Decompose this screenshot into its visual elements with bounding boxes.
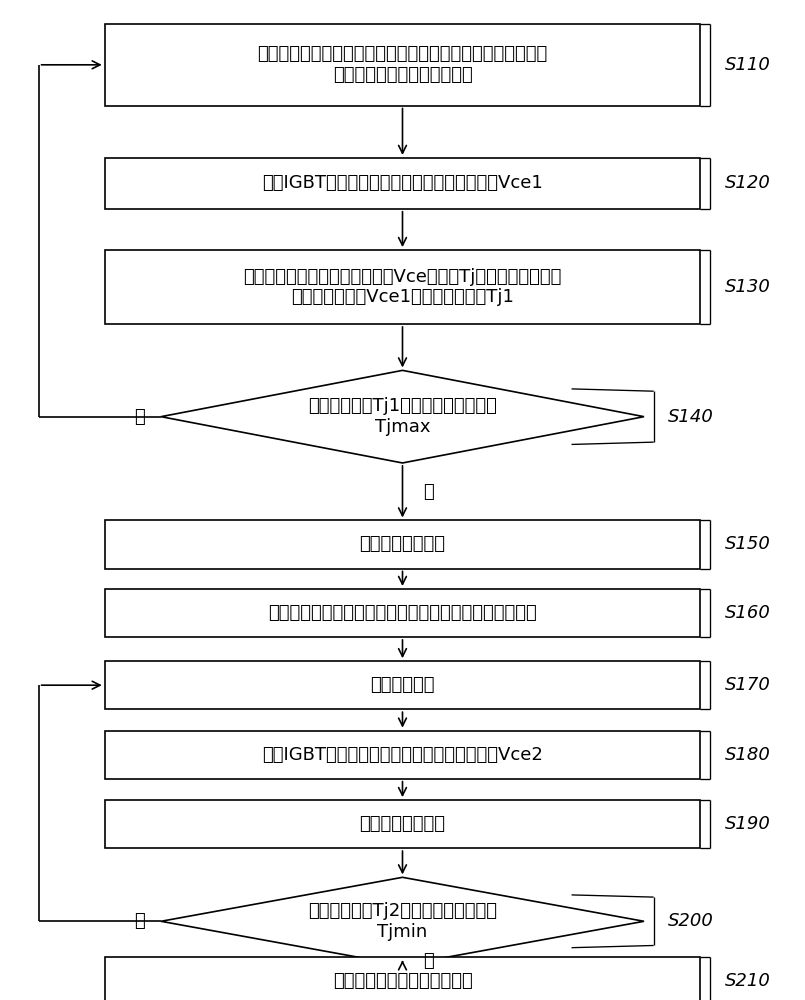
FancyBboxPatch shape [105, 158, 700, 209]
FancyBboxPatch shape [105, 250, 700, 324]
Text: 发出启动风机的信号，以及发出将风机的转速调大的信号: 发出启动风机的信号，以及发出将风机的转速调大的信号 [268, 604, 537, 622]
Text: S140: S140 [668, 408, 714, 426]
Text: S210: S210 [724, 972, 770, 990]
FancyBboxPatch shape [105, 520, 700, 569]
Polygon shape [161, 877, 644, 965]
Text: S150: S150 [724, 535, 770, 553]
Text: 采集IGBT的集电极与发射极间的第二电压信号Vce2: 采集IGBT的集电极与发射极间的第二电压信号Vce2 [262, 746, 543, 764]
Text: S160: S160 [724, 604, 770, 622]
Text: 同时输出加热电流和测试电流，其中，所述加热电流和所述测
试电流的导通形式为互补导通: 同时输出加热电流和测试电流，其中，所述加热电流和所述测 试电流的导通形式为互补导… [258, 45, 547, 84]
FancyBboxPatch shape [105, 957, 700, 1000]
Text: S130: S130 [724, 278, 770, 296]
FancyBboxPatch shape [105, 731, 700, 779]
Text: S180: S180 [724, 746, 770, 764]
Text: S170: S170 [724, 676, 770, 694]
Text: 否: 否 [134, 912, 145, 930]
FancyBboxPatch shape [105, 800, 700, 848]
Text: 所述第一结温Tj1达到设定的最大结温
Tjmax: 所述第一结温Tj1达到设定的最大结温 Tjmax [308, 397, 497, 436]
Text: 发出加热中断信号: 发出加热中断信号 [360, 535, 445, 553]
FancyBboxPatch shape [105, 589, 700, 637]
Text: S110: S110 [724, 56, 770, 74]
Text: 所述第二结温Tj2达到设定的最小结温
Tjmin: 所述第二结温Tj2达到设定的最小结温 Tjmin [308, 902, 497, 941]
Text: 根据集电极与发射极间电压信号Vce与结温Tj的关系曲线得到所
述第一电压信号Vce1对应的第一结温Tj1: 根据集电极与发射极间电压信号Vce与结温Tj的关系曲线得到所 述第一电压信号Vc… [243, 268, 562, 306]
Text: 发出加热中断信号: 发出加热中断信号 [360, 815, 445, 833]
Text: 否: 否 [134, 408, 145, 426]
Text: 是: 是 [423, 483, 433, 501]
Text: 输出测试电流: 输出测试电流 [370, 676, 435, 694]
Text: 是: 是 [423, 952, 433, 970]
FancyBboxPatch shape [105, 661, 700, 709]
Text: S200: S200 [668, 912, 714, 930]
Text: S120: S120 [724, 174, 770, 192]
Polygon shape [161, 370, 644, 463]
Text: 采集IGBT的集电极与发射极间的第一电压信号Vce1: 采集IGBT的集电极与发射极间的第一电压信号Vce1 [262, 174, 543, 192]
Text: S190: S190 [724, 815, 770, 833]
Text: 发出将风机的转速调小的信号: 发出将风机的转速调小的信号 [332, 972, 473, 990]
FancyBboxPatch shape [105, 24, 700, 106]
